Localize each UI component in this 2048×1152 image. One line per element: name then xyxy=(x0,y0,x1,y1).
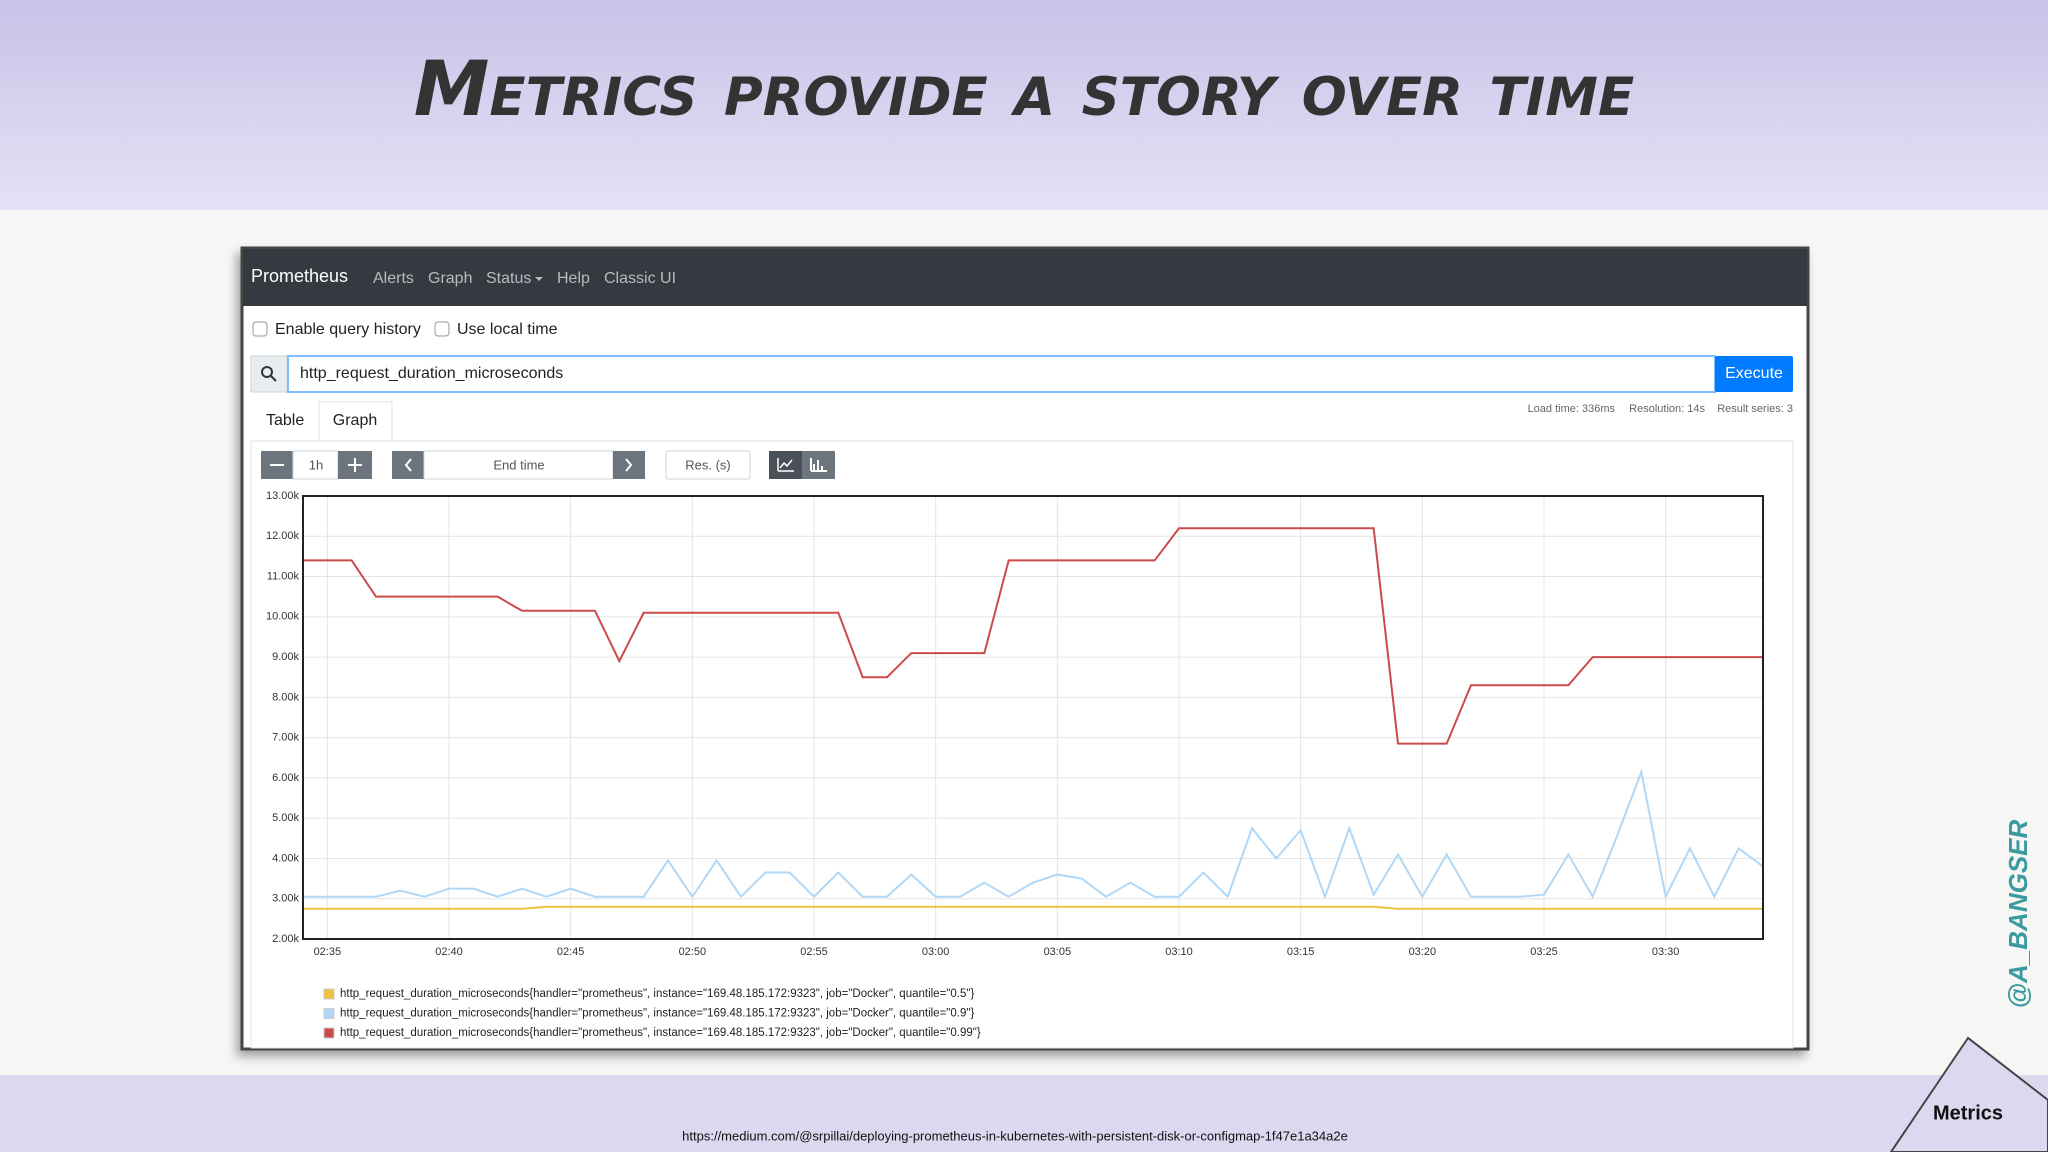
execute-label: Execute xyxy=(1725,365,1783,382)
execute-button[interactable] xyxy=(1715,356,1793,392)
y-tick-label: 9.00k xyxy=(272,651,299,663)
glyph xyxy=(404,458,412,472)
x-tick-label: 03:00 xyxy=(922,946,950,958)
y-tick-label: 13.00k xyxy=(266,490,300,502)
resolution-input[interactable] xyxy=(665,450,751,480)
x-tick-label: 03:05 xyxy=(1044,946,1072,958)
x-tick-label: 03:25 xyxy=(1530,946,1558,958)
range-input[interactable] xyxy=(292,450,339,480)
y-tick-label: 2.00k xyxy=(272,933,299,945)
y-tick-label: 3.00k xyxy=(272,893,299,905)
glyph xyxy=(810,458,827,472)
end-time-input[interactable] xyxy=(423,450,614,480)
legend-label: http_request_duration_microseconds{handl… xyxy=(340,1027,981,1039)
slide-title: Metrics provide a story over time xyxy=(414,44,1635,133)
nav-item[interactable]: Classic UI xyxy=(604,270,676,287)
y-tick-label: 6.00k xyxy=(272,772,299,784)
series-line xyxy=(303,905,1763,910)
end-time-placeholder: End time xyxy=(493,457,544,472)
series-line xyxy=(303,527,1763,745)
nav-item[interactable]: Graph xyxy=(428,270,472,287)
panel xyxy=(250,440,1794,1049)
x-tick-label: 02:40 xyxy=(435,946,463,958)
navbar xyxy=(243,249,1807,306)
badge-triangle xyxy=(1889,1036,2048,1152)
glyph xyxy=(625,458,633,472)
checkbox[interactable] xyxy=(252,321,268,337)
badge-label: Metrics xyxy=(1933,1102,2003,1124)
brand[interactable]: Prometheus xyxy=(251,266,348,286)
x-tick-label: 03:15 xyxy=(1287,946,1315,958)
query-text: http_request_duration_microseconds xyxy=(300,365,563,382)
legend-swatch xyxy=(323,988,335,1000)
tab-active xyxy=(318,401,393,441)
stat: Load time: 336ms xyxy=(1528,403,1616,415)
search-glyph xyxy=(270,375,277,382)
source-url[interactable]: https://medium.com/@srpillai/deploying-p… xyxy=(682,1128,1348,1143)
x-tick-label: 02:50 xyxy=(679,946,707,958)
x-tick-label: 02:55 xyxy=(800,946,828,958)
search-icon xyxy=(250,355,288,393)
y-tick-label: 10.00k xyxy=(266,611,300,623)
y-tick-label: 4.00k xyxy=(272,852,299,864)
x-tick-label: 02:35 xyxy=(314,946,342,958)
nav-item[interactable]: Alerts xyxy=(373,270,414,287)
series-line xyxy=(303,768,1764,900)
x-tick-label: 03:10 xyxy=(1165,946,1193,958)
tab[interactable]: Table xyxy=(266,412,304,429)
glyph xyxy=(348,458,362,472)
graph: 2.00k 3.00k 4.00k 5.00k 6.00k 7.00k 8.00k 9.00k… xyxy=(266,490,1764,1039)
option-label: Use local time xyxy=(457,321,558,338)
x-tick-label: 03:20 xyxy=(1409,946,1437,958)
time-next[interactable] xyxy=(613,451,645,479)
glyph xyxy=(777,458,794,472)
checkbox[interactable] xyxy=(434,321,450,337)
nav-item[interactable]: Status xyxy=(486,270,531,287)
author-handle: @A_BANGSER xyxy=(2003,819,2033,1008)
tab[interactable]: Graph xyxy=(333,412,377,429)
x-tick-label: 02:45 xyxy=(557,946,585,958)
resolution-placeholder: Res. (s) xyxy=(685,457,731,472)
search-glyph xyxy=(261,366,273,378)
y-tick-label: 8.00k xyxy=(272,691,299,703)
time-prev[interactable] xyxy=(392,451,424,479)
title-band xyxy=(0,0,2048,210)
range-value: 1h xyxy=(309,457,323,472)
legend-label: http_request_duration_microseconds{handl… xyxy=(340,988,974,1000)
legend-label: http_request_duration_microseconds{handl… xyxy=(340,1008,974,1020)
nav-item[interactable]: Help xyxy=(557,270,590,287)
legend-swatch xyxy=(323,1008,335,1019)
y-tick-label: 7.00k xyxy=(272,732,299,744)
y-tick-label: 11.00k xyxy=(267,570,300,582)
legend-swatch xyxy=(323,1027,335,1039)
option-label: Enable query history xyxy=(275,321,421,338)
footer-band xyxy=(0,1075,2048,1152)
plot-border xyxy=(302,495,1764,940)
y-tick-label: 5.00k xyxy=(272,812,299,824)
stat: Resolution: 14s xyxy=(1629,403,1705,415)
y-tick-label: 12.00k xyxy=(266,530,300,542)
x-tick-label: 03:30 xyxy=(1652,946,1680,958)
stat: Result series: 3 xyxy=(1717,403,1793,415)
plot-area xyxy=(303,496,1763,939)
caret xyxy=(535,277,543,281)
